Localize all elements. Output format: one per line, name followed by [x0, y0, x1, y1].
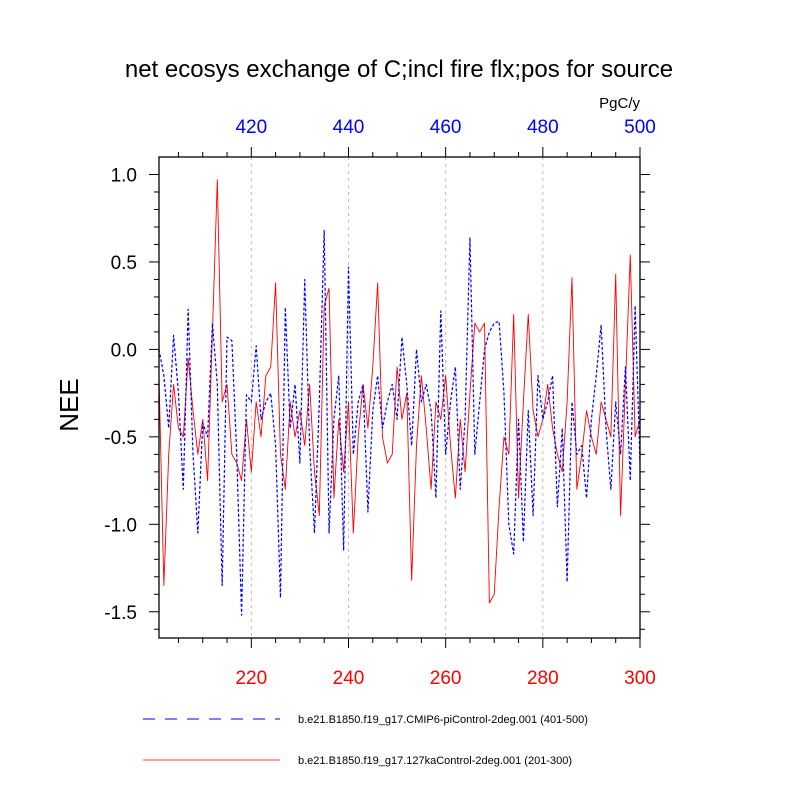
bottom-tick-label-220: 220	[235, 668, 267, 689]
axis-ticks	[149, 147, 650, 648]
bottom-tick-label-260: 260	[430, 668, 462, 689]
plot-frame	[158, 156, 641, 639]
top-tick-label-480: 480	[527, 117, 559, 138]
top-tick-label-500: 500	[624, 117, 656, 138]
units-label: PgC/y	[599, 95, 640, 112]
bottom-tick-label-300: 300	[624, 668, 656, 689]
top-tick-label-420: 420	[235, 117, 267, 138]
series-line-127ka	[159, 179, 640, 604]
chart-title: net ecosys exchange of C;incl fire flx;p…	[125, 56, 673, 83]
top-tick-label-440: 440	[333, 117, 365, 138]
bottom-tick-label-280: 280	[527, 668, 559, 689]
grid-lines	[250, 157, 544, 638]
top-tick-label-460: 460	[430, 117, 462, 138]
y-tick-label-3: -0.5	[104, 428, 137, 449]
series-line-piControl	[159, 229, 640, 616]
y-tick-label-5: -1.5	[104, 603, 137, 624]
y-tick-label-4: -1.0	[104, 515, 137, 536]
y-tick-label-1: 0.5	[111, 253, 137, 274]
y-tick-label-0: 1.0	[111, 165, 137, 186]
series-lines	[159, 179, 640, 616]
legend-label-blue: b.e21.B1850.f19_g17.CMIP6-piControl-2deg…	[298, 714, 588, 726]
y-tick-label-2: 0.0	[111, 340, 137, 361]
bottom-tick-label-240: 240	[333, 668, 365, 689]
y-axis-label: NEE	[54, 378, 84, 431]
legend: b.e21.B1850.f19_g17.CMIP6-piControl-2deg…	[143, 714, 588, 767]
legend-label-red: b.e21.B1850.f19_g17.127kaControl-2deg.00…	[298, 755, 572, 767]
bottom-tick-labels: 220 240 260 280 300	[235, 668, 655, 689]
top-tick-labels: 420 440 460 480 500	[235, 117, 655, 138]
y-tick-labels: 1.0 0.5 0.0 -0.5 -1.0 -1.5	[104, 165, 137, 623]
